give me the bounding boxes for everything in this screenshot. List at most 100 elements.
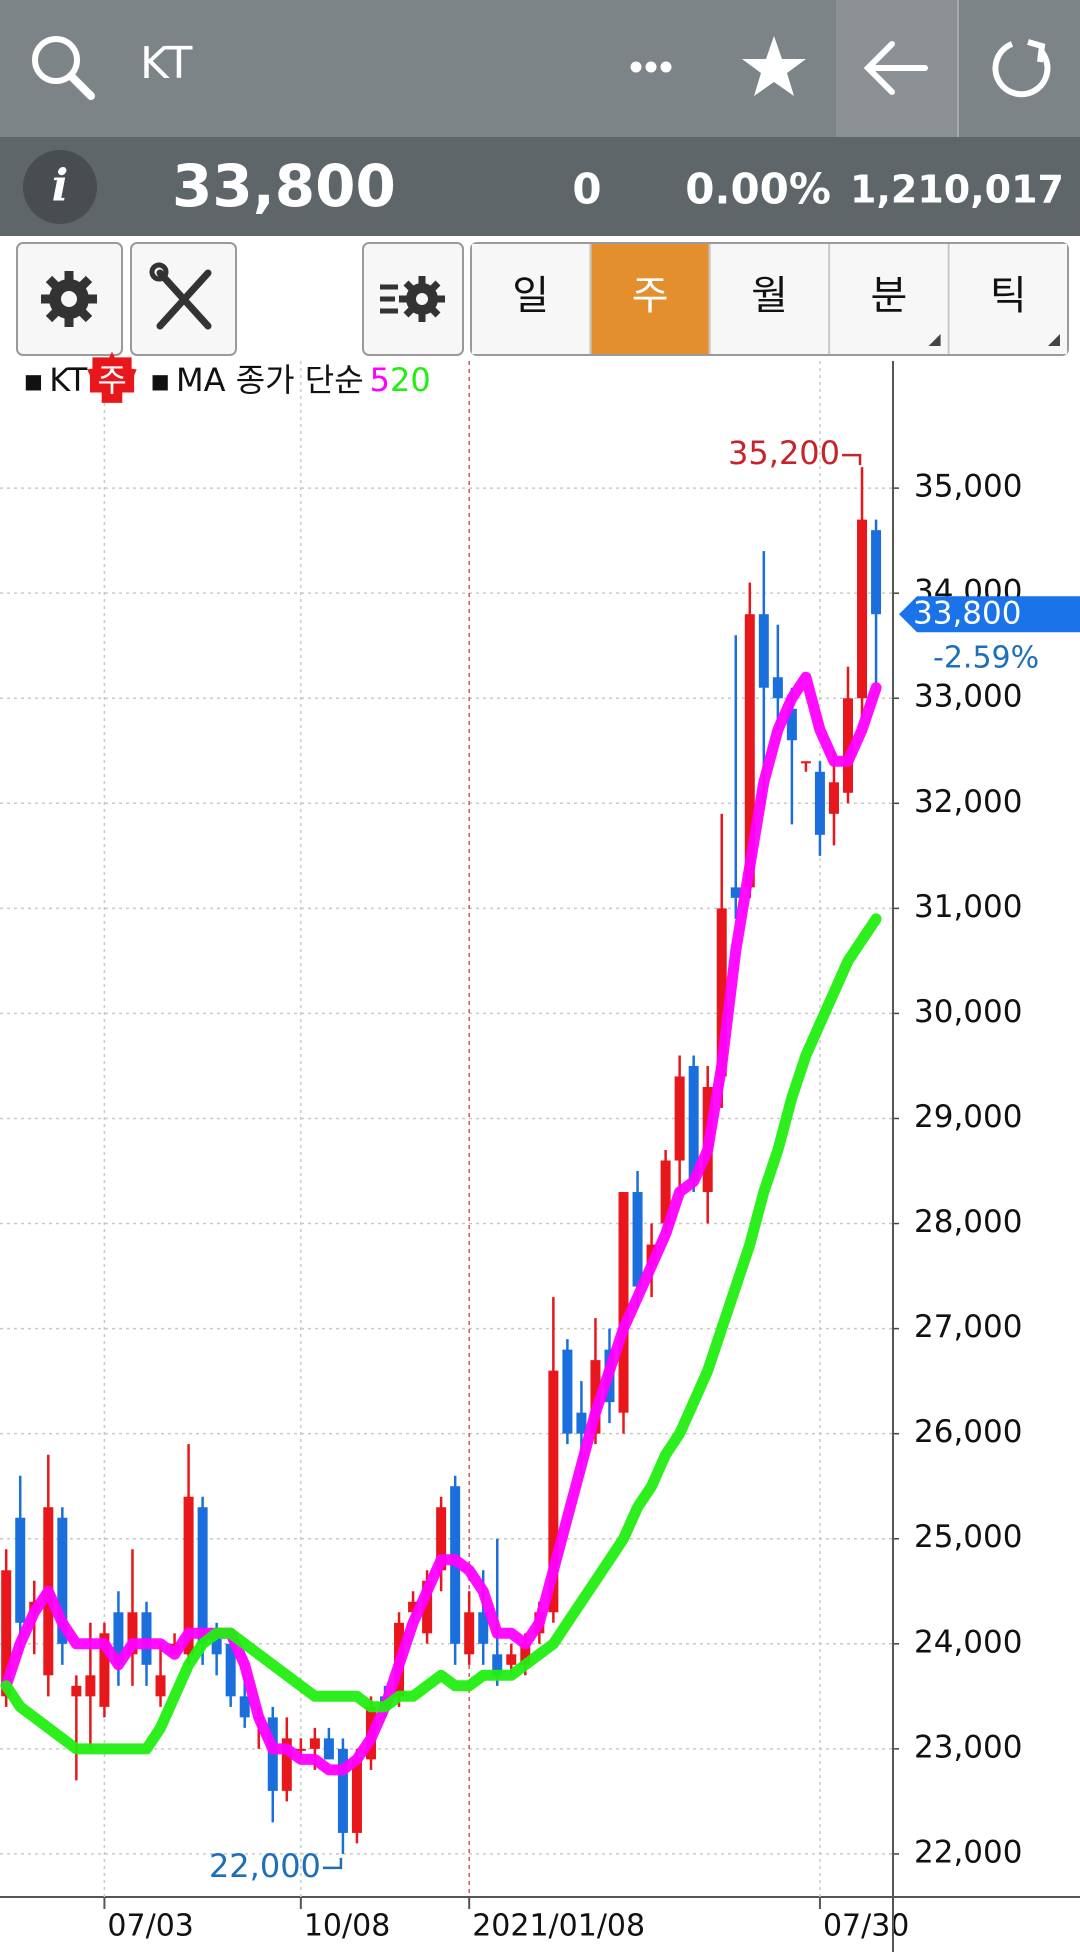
candle-body: [211, 1633, 222, 1655]
gear-icon: [41, 271, 97, 327]
candle-body: [408, 1601, 419, 1613]
tab-corner-mark: [1048, 334, 1060, 346]
y-tick-label: 31,000: [914, 889, 1022, 925]
legend-period: 주: [97, 361, 126, 399]
x-tick-label: 2021/01/08: [472, 1909, 645, 1944]
period-tab-label: 일: [512, 273, 549, 319]
plot-area: [0, 361, 893, 1897]
candle-body: [99, 1633, 110, 1707]
refresh-icon[interactable]: [992, 39, 1051, 98]
candle-body: [85, 1675, 96, 1697]
candle-body: [492, 1654, 503, 1676]
candle-body: [772, 677, 783, 699]
period-tab[interactable]: [710, 244, 829, 354]
candle-body: [632, 1192, 643, 1287]
volume: 1,210,017: [850, 168, 1064, 212]
price-change: 0: [572, 165, 601, 214]
y-tick-label: 35,000: [914, 469, 1022, 505]
more-icon[interactable]: [630, 61, 672, 73]
candle-body: [351, 1759, 362, 1833]
quote-bar: [0, 137, 1080, 236]
y-tick-label: 24,000: [914, 1624, 1022, 1660]
extreme-pointer: [322, 1857, 343, 1870]
change-percent: 0.00%: [685, 165, 831, 214]
candle-body: [127, 1612, 138, 1655]
period-tab[interactable]: [949, 244, 1067, 354]
candle-body: [576, 1412, 587, 1434]
favorite-icon[interactable]: [742, 36, 806, 96]
legend-bullet: ■: [24, 369, 49, 393]
legend-ma-label: MA 종가 단순: [176, 361, 364, 399]
y-tick-label: 26,000: [914, 1414, 1022, 1450]
last-price-tag: [899, 596, 1080, 633]
current-price: 33,800: [172, 152, 396, 220]
candle-body: [871, 530, 882, 615]
period-tab-label: 월: [751, 273, 788, 319]
y-tick-label: 28,000: [914, 1204, 1022, 1240]
period-tab[interactable]: [591, 244, 709, 354]
period-tab-label: 분: [870, 273, 907, 319]
symbol-title: KT: [140, 38, 192, 89]
info-icon: i: [52, 161, 69, 212]
change-rate-label: -2.59%: [933, 641, 1039, 676]
period-tab-label: 틱: [990, 273, 1027, 319]
last-price-label: 33,800: [913, 596, 1021, 632]
candle-body: [688, 1065, 699, 1182]
candle-body: [814, 771, 825, 835]
y-tick-label: 22,000: [914, 1834, 1022, 1870]
candle-body: [828, 782, 839, 814]
candle-body: [337, 1748, 348, 1833]
candle-body: [660, 1160, 671, 1224]
candle-body: [562, 1349, 573, 1434]
y-tick-label: 33,000: [914, 679, 1022, 715]
list-gear-icon: [380, 276, 445, 322]
y-tick-label: 29,000: [914, 1099, 1022, 1135]
x-tick-label: 10/08: [304, 1909, 390, 1944]
tab-corner-mark: [928, 334, 941, 346]
candle-body: [843, 698, 853, 793]
ma-line: [0, 913, 882, 1755]
candle-body: [57, 1517, 68, 1644]
ma-line: [0, 671, 882, 1776]
extreme-label: 22,000: [209, 1847, 321, 1885]
legend: ■ KT 주 ■ MA 종가 단순 520: [24, 361, 431, 399]
candle-body: [155, 1675, 166, 1697]
candle-body: [295, 1748, 306, 1751]
candle-body: [520, 1643, 531, 1665]
candle-body: [786, 708, 797, 741]
period-tab[interactable]: [472, 244, 590, 354]
x-tick-label: 07/03: [107, 1909, 193, 1944]
extreme-label: 35,200: [728, 434, 840, 472]
candle-body: [15, 1517, 26, 1623]
period-tab-label: 주: [632, 273, 669, 319]
candle-body: [716, 908, 727, 1077]
candle-body: [857, 519, 868, 699]
period-tab[interactable]: [830, 244, 948, 354]
y-tick-label: 27,000: [914, 1309, 1022, 1345]
y-tick-label: 23,000: [914, 1729, 1022, 1765]
candle-body: [464, 1612, 475, 1655]
candle-body: [225, 1643, 236, 1697]
candle-body: [239, 1696, 250, 1718]
legend-entry: 20: [390, 361, 431, 399]
candle-body: [422, 1580, 433, 1634]
candle-body: [548, 1370, 559, 1613]
extreme-pointer: [842, 453, 862, 466]
candle-body: [730, 887, 741, 898]
candle-body: [478, 1612, 489, 1644]
y-tick-label: 25,000: [914, 1519, 1022, 1555]
back-icon[interactable]: [863, 41, 928, 95]
info-button[interactable]: [23, 150, 97, 224]
candle-body: [309, 1738, 320, 1749]
candle-body: [71, 1685, 82, 1697]
y-tick-label: 32,000: [914, 784, 1022, 820]
search-icon[interactable]: [32, 36, 95, 100]
candle-body: [506, 1654, 517, 1665]
candle-body: [323, 1738, 334, 1760]
legend-bullet: ■: [151, 369, 176, 393]
candle-body: [197, 1507, 208, 1644]
candle-body: [113, 1612, 124, 1665]
